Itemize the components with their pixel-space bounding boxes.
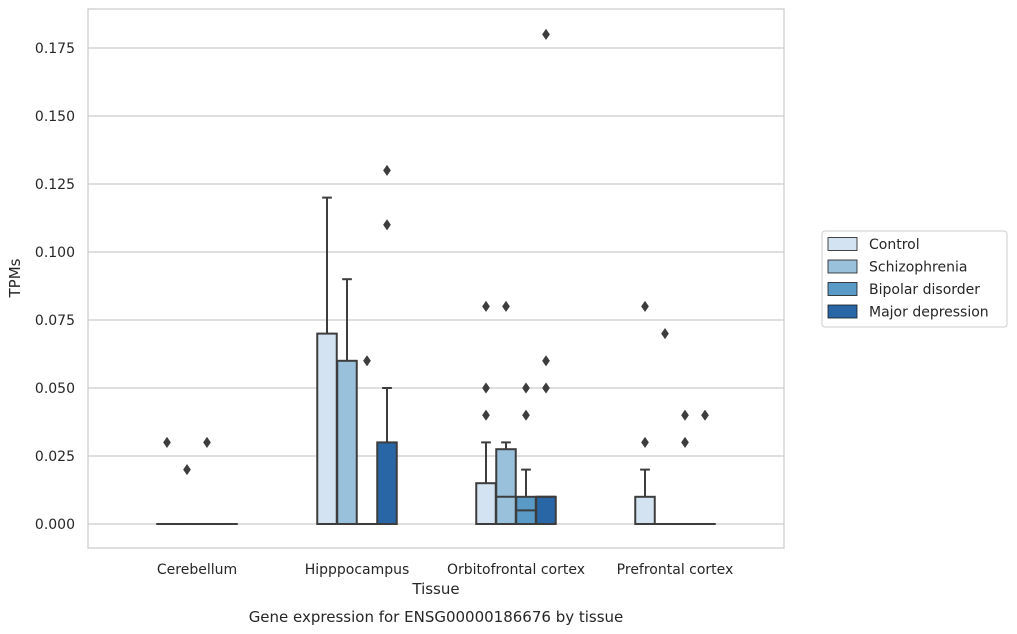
x-tick-label: Hipppocampus [305,562,410,578]
plot-frame [87,8,785,549]
box-bipolar-disorder [196,436,218,526]
y-tick-label: 0.075 [35,313,75,329]
outlier-point [482,382,490,394]
box-body [495,448,517,526]
legend-label: Schizophrenia [869,260,967,276]
grid-lines [88,47,784,525]
x-tick-label: Prefrontal cortex [617,562,734,578]
y-axis-title: TPMs [6,258,24,298]
box-body [376,441,398,525]
box-body [316,332,338,525]
box-body [475,482,497,526]
box-major-depression [535,28,557,525]
box-body [535,495,557,525]
outlier-point [482,300,490,313]
outlier-point [183,463,191,476]
box-control [634,300,656,525]
y-tick-label: 0.100 [35,245,75,261]
y-tick-label: 0.125 [35,177,75,193]
outlier-point [502,300,510,313]
outlier-point [681,409,689,421]
box-body [634,495,656,525]
outlier-point [363,355,371,367]
outlier-point [522,409,530,421]
legend-swatch [827,259,858,274]
y-tick-label: 0.150 [35,109,75,125]
box-bipolar-disorder [515,382,537,525]
y-tick-label: 0.025 [35,449,75,465]
outlier-point [383,164,391,177]
x-axis-title: Tissue [411,580,459,598]
outlier-point [482,409,490,421]
outlier-point [661,327,669,340]
boxes-layer [156,28,716,526]
legend-swatch [827,282,858,296]
plot-area [88,9,784,548]
box-major-depression [376,164,398,525]
legend-frame [821,230,1008,328]
legend-label: Control [869,237,920,253]
outlier-point [641,300,649,313]
x-tick-label: Orbitofrontal cortex [447,562,585,578]
outlier-point [681,436,689,449]
outlier-point [701,409,709,421]
outlier-point [542,382,550,394]
outlier-point [163,436,171,449]
legend: Control Schizophrenia Bipolar disorder Majo… [821,230,1008,328]
outlier-point [383,219,391,231]
box-major-depression [694,409,716,526]
legend-swatch [827,304,858,319]
outlier-point [203,436,211,449]
legend-swatch [827,237,858,251]
box-schizophrenia [495,300,517,526]
outlier-point [542,28,550,41]
legend-label: Bipolar disorder [869,282,980,298]
legend-label: Major depression [869,305,989,321]
y-tick-label: 0.050 [35,381,75,397]
box-control [316,196,338,525]
chart-caption: Gene expression for ENSG00000186676 by t… [249,608,624,626]
y-tick-label: 0.000 [35,517,75,533]
outlier-point [522,382,530,394]
box-schizophrenia [336,278,358,525]
outlier-point [641,436,649,449]
x-tick-labels: Cerebellum Hipppocampus Orbitofrontal cort… [157,562,733,578]
y-tick-label: 0.175 [35,41,75,57]
y-tick-labels: 0.000 0.025 0.050 0.075 0.100 0.125 0.150 0.175 [35,41,75,533]
outlier-point [542,355,550,367]
x-tick-label: Cerebellum [157,562,237,578]
box-body [336,359,358,525]
